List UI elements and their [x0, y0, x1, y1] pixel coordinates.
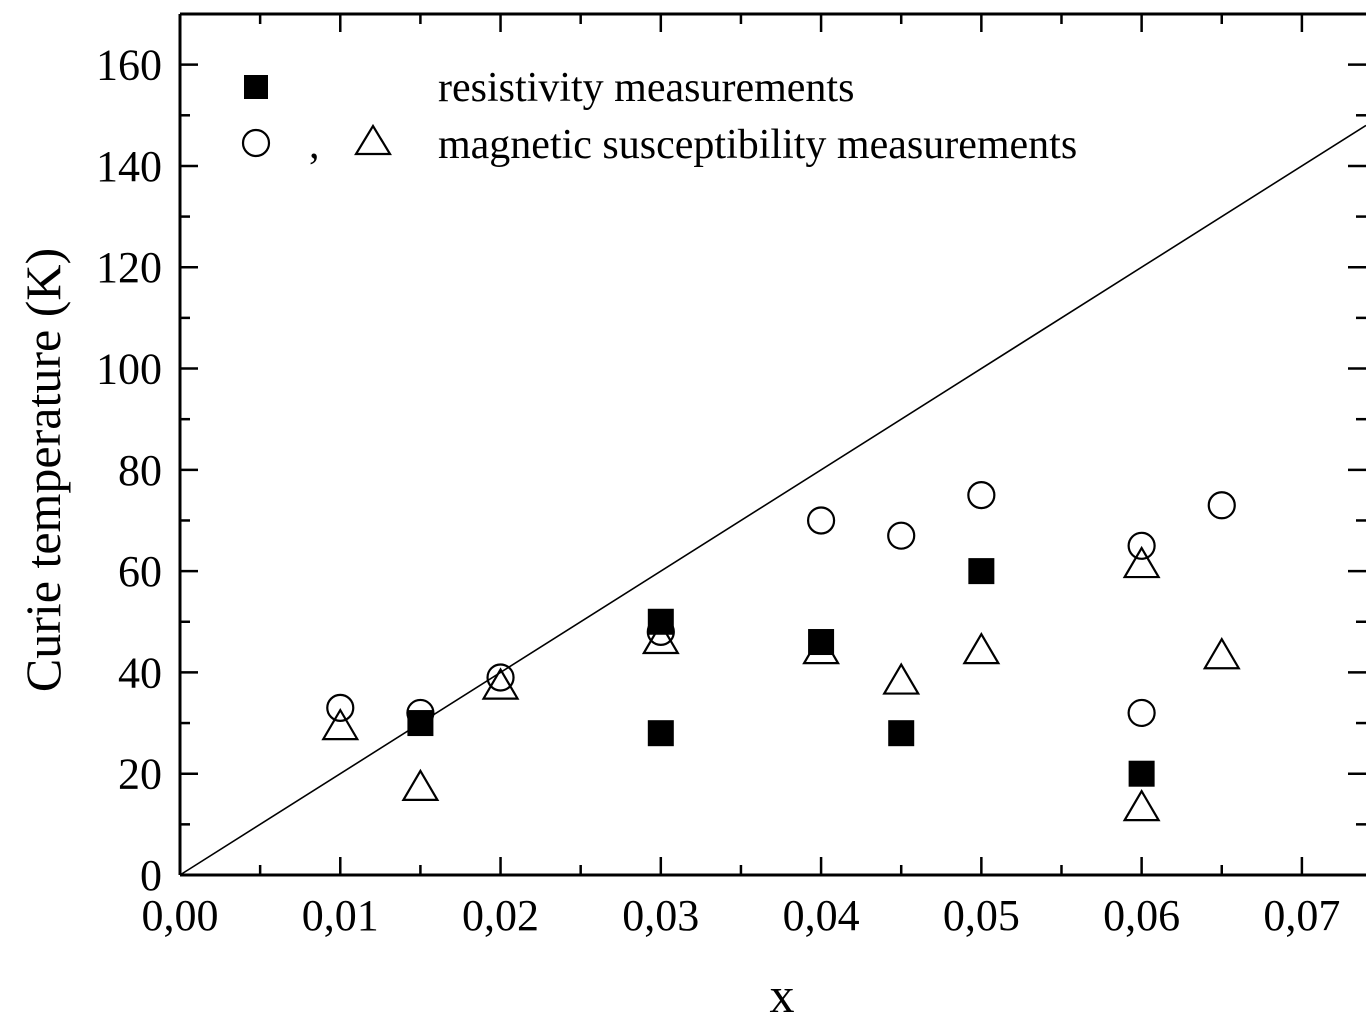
square-marker	[888, 720, 914, 746]
legend-separator: ,	[309, 122, 320, 168]
x-tick-label: 0,03	[622, 891, 699, 940]
y-tick-label: 160	[96, 41, 162, 90]
legend-triangle-marker	[356, 126, 390, 154]
triangle-marker	[1205, 639, 1239, 668]
y-tick-label: 100	[96, 345, 162, 394]
triangle-marker	[884, 665, 918, 694]
y-tick-label: 60	[118, 547, 162, 596]
y-tick-label: 80	[118, 446, 162, 495]
reference-line-group	[180, 125, 1366, 875]
y-axis-title: Curie temperature (K)	[15, 248, 71, 692]
x-axis-title: x	[770, 967, 795, 1022]
reference-line	[180, 125, 1366, 875]
circle-marker	[968, 482, 994, 508]
legend-square-marker	[244, 75, 268, 99]
square-marker	[1129, 761, 1155, 787]
y-tick-label: 140	[96, 142, 162, 191]
x-tick-label: 0,04	[783, 891, 860, 940]
circle-marker	[327, 695, 353, 721]
circle-marker	[808, 507, 834, 533]
x-tick-label: 0,07	[1263, 891, 1340, 940]
x-tick-label: 0,06	[1103, 891, 1180, 940]
triangle-marker	[964, 634, 998, 663]
data-points	[323, 482, 1238, 820]
triangle-marker	[1125, 791, 1159, 820]
x-tick-label: 0,02	[462, 891, 539, 940]
triangle-marker	[403, 771, 437, 800]
circle-marker	[1129, 700, 1155, 726]
legend-circle-marker	[243, 130, 269, 156]
square-marker	[648, 720, 674, 746]
tick-labels: 0,00 0,01 0,02 0,03 0,04 0,05 0,06 0,0702040608…	[96, 41, 1340, 940]
legend: resistivity measurements , magnetic susc…	[243, 65, 1077, 168]
x-tick-label: 0,05	[943, 891, 1020, 940]
y-tick-label: 120	[96, 243, 162, 292]
y-tick-label: 40	[118, 648, 162, 697]
y-tick-label: 0	[140, 851, 162, 900]
legend-label-magnetic: magnetic susceptibility measurements	[438, 122, 1077, 168]
square-marker	[968, 558, 994, 584]
circle-marker	[1209, 492, 1235, 518]
x-tick-label: 0,01	[302, 891, 379, 940]
circle-marker	[1129, 533, 1155, 559]
legend-label-resistivity: resistivity measurements	[438, 65, 854, 111]
circle-marker	[888, 523, 914, 549]
y-tick-label: 20	[118, 750, 162, 799]
